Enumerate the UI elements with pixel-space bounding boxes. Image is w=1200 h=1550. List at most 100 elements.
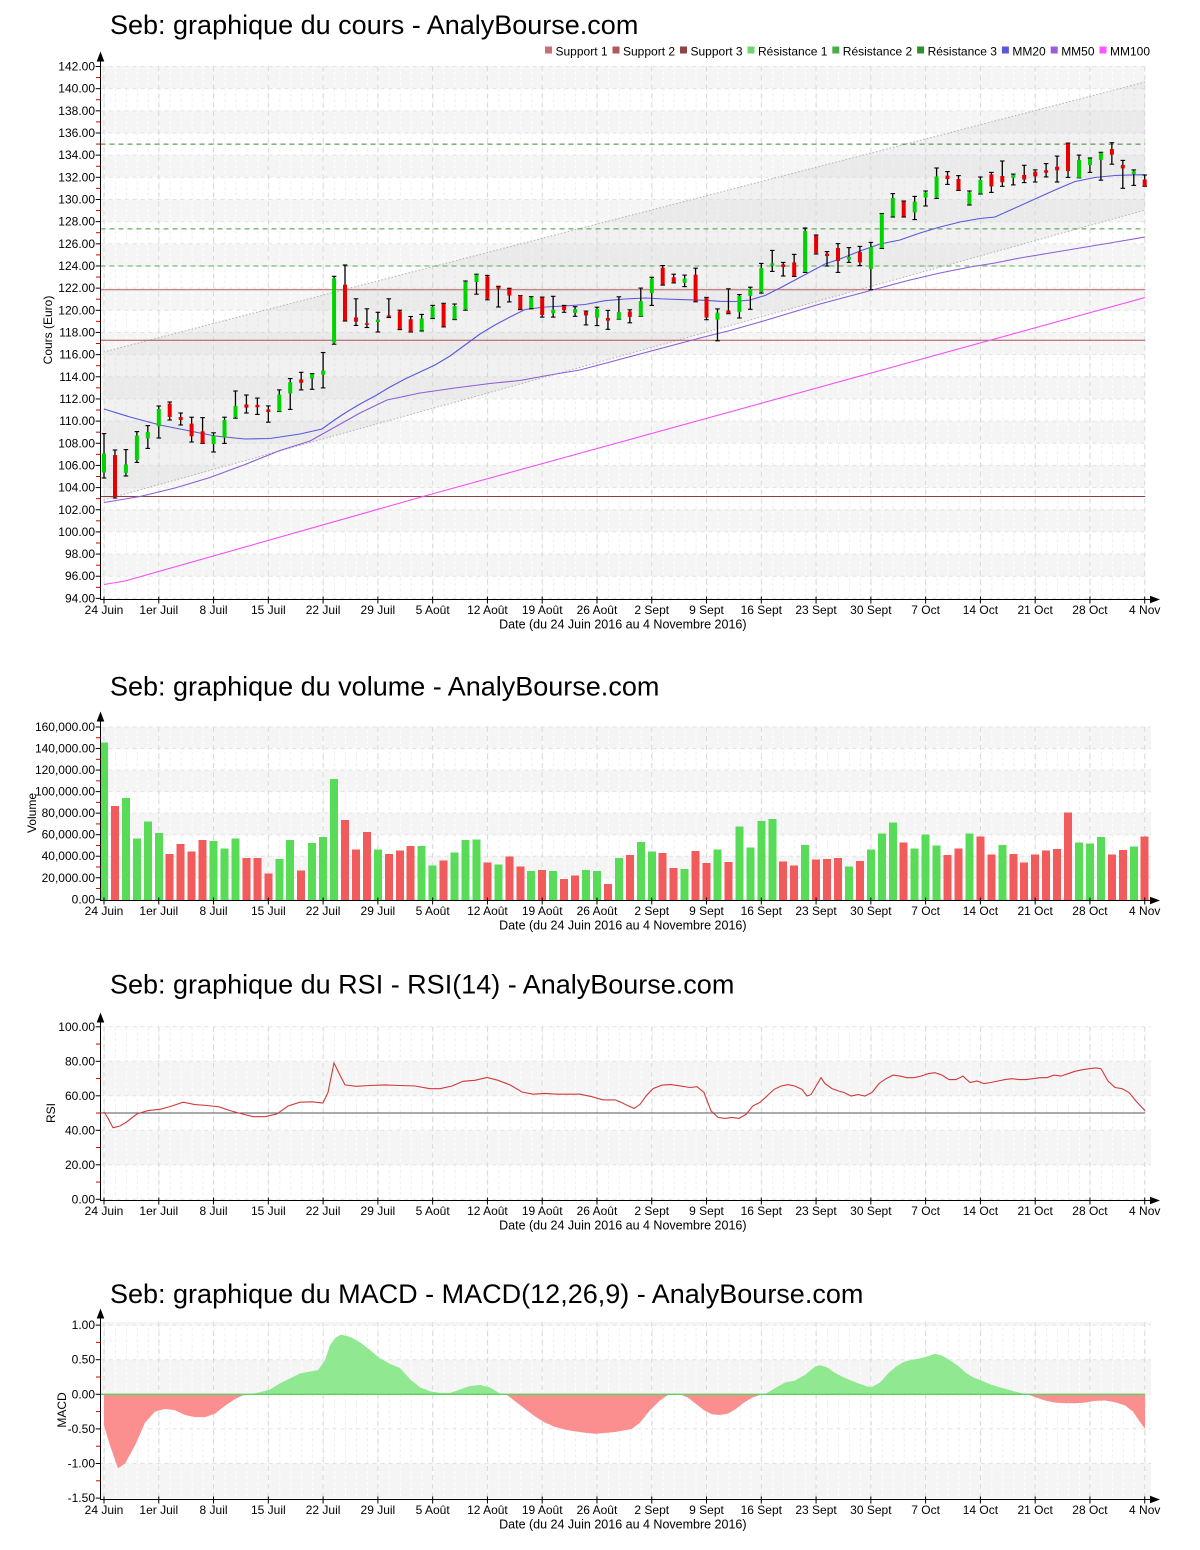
svg-text:160,000.00: 160,000.00 bbox=[35, 720, 95, 734]
svg-text:2 Sept: 2 Sept bbox=[634, 603, 669, 617]
svg-text:7 Oct: 7 Oct bbox=[911, 1503, 940, 1517]
svg-text:0.00: 0.00 bbox=[72, 1387, 96, 1401]
svg-text:24 Juin: 24 Juin bbox=[85, 1503, 124, 1517]
svg-text:140.00: 140.00 bbox=[58, 82, 95, 96]
svg-text:1er Juil: 1er Juil bbox=[139, 603, 178, 617]
svg-text:Volume: Volume bbox=[25, 793, 39, 833]
svg-text:136.00: 136.00 bbox=[58, 126, 95, 140]
svg-text:Seb: graphique du volume - Ana: Seb: graphique du volume - AnalyBourse.c… bbox=[110, 672, 659, 702]
svg-text:19 Août: 19 Août bbox=[522, 603, 563, 617]
svg-text:7 Oct: 7 Oct bbox=[911, 1204, 940, 1218]
svg-text:4 Nov: 4 Nov bbox=[1129, 904, 1160, 918]
svg-text:60,000.00: 60,000.00 bbox=[42, 828, 96, 842]
svg-text:23 Sept: 23 Sept bbox=[795, 1204, 837, 1218]
svg-text:22 Juil: 22 Juil bbox=[306, 1204, 341, 1218]
svg-text:40.00: 40.00 bbox=[65, 1123, 95, 1137]
svg-text:120,000.00: 120,000.00 bbox=[35, 763, 95, 777]
svg-text:134.00: 134.00 bbox=[58, 148, 95, 162]
svg-text:24 Juin: 24 Juin bbox=[85, 1204, 124, 1218]
svg-text:19 Août: 19 Août bbox=[522, 1204, 563, 1218]
svg-text:26 Août: 26 Août bbox=[577, 904, 618, 918]
svg-text:Résistance 2: Résistance 2 bbox=[843, 45, 913, 59]
svg-text:9 Sept: 9 Sept bbox=[689, 904, 724, 918]
svg-text:110.00: 110.00 bbox=[59, 414, 95, 428]
svg-text:80,000.00: 80,000.00 bbox=[42, 806, 96, 820]
svg-text:Seb: graphique du RSI - RSI(14: Seb: graphique du RSI - RSI(14) - AnalyB… bbox=[110, 970, 734, 1000]
svg-text:8 Juil: 8 Juil bbox=[200, 1204, 228, 1218]
svg-text:128.00: 128.00 bbox=[58, 215, 95, 229]
svg-text:5 Août: 5 Août bbox=[416, 1204, 451, 1218]
svg-text:120.00: 120.00 bbox=[58, 303, 95, 317]
svg-text:1er Juil: 1er Juil bbox=[139, 1503, 178, 1517]
svg-text:0.50: 0.50 bbox=[72, 1353, 96, 1367]
svg-text:2 Sept: 2 Sept bbox=[634, 1204, 669, 1218]
svg-text:4 Nov: 4 Nov bbox=[1129, 1503, 1160, 1517]
svg-text:12 Août: 12 Août bbox=[467, 904, 508, 918]
svg-text:1.00: 1.00 bbox=[72, 1318, 96, 1332]
svg-text:Date (du 24 Juin 2016 au 4 Nov: Date (du 24 Juin 2016 au 4 Novembre 2016… bbox=[499, 1219, 746, 1233]
svg-text:24 Juin: 24 Juin bbox=[85, 603, 124, 617]
svg-text:5 Août: 5 Août bbox=[416, 603, 451, 617]
svg-text:26 Août: 26 Août bbox=[577, 603, 618, 617]
svg-text:94.00: 94.00 bbox=[65, 591, 95, 605]
svg-text:15 Juil: 15 Juil bbox=[251, 904, 286, 918]
svg-text:Seb: graphique du MACD - MACD(: Seb: graphique du MACD - MACD(12,26,9) -… bbox=[110, 1279, 863, 1309]
svg-text:0.00: 0.00 bbox=[72, 1192, 96, 1206]
svg-text:12 Août: 12 Août bbox=[467, 603, 508, 617]
svg-text:16 Sept: 16 Sept bbox=[741, 603, 783, 617]
svg-text:29 Juil: 29 Juil bbox=[361, 904, 396, 918]
svg-text:132.00: 132.00 bbox=[58, 170, 95, 184]
svg-text:22 Juil: 22 Juil bbox=[306, 603, 341, 617]
svg-text:Support 3: Support 3 bbox=[691, 45, 743, 59]
svg-text:9 Sept: 9 Sept bbox=[689, 1204, 724, 1218]
svg-text:19 Août: 19 Août bbox=[522, 1503, 563, 1517]
svg-text:26 Août: 26 Août bbox=[577, 1204, 618, 1218]
svg-text:Résistance 1: Résistance 1 bbox=[758, 45, 828, 59]
svg-text:2 Sept: 2 Sept bbox=[634, 904, 669, 918]
svg-text:1er Juil: 1er Juil bbox=[139, 904, 178, 918]
svg-text:112.00: 112.00 bbox=[59, 392, 95, 406]
svg-text:29 Juil: 29 Juil bbox=[361, 1503, 396, 1517]
svg-text:29 Juil: 29 Juil bbox=[361, 1204, 396, 1218]
svg-text:14 Oct: 14 Oct bbox=[963, 1503, 999, 1517]
svg-text:124.00: 124.00 bbox=[58, 259, 95, 273]
svg-text:100.00: 100.00 bbox=[58, 525, 95, 539]
svg-text:16 Sept: 16 Sept bbox=[741, 1204, 783, 1218]
svg-text:140,000.00: 140,000.00 bbox=[35, 742, 95, 756]
svg-text:MACD: MACD bbox=[55, 1392, 69, 1428]
svg-text:28 Oct: 28 Oct bbox=[1072, 1204, 1108, 1218]
svg-text:20.00: 20.00 bbox=[65, 1158, 95, 1172]
svg-text:12 Août: 12 Août bbox=[467, 1204, 508, 1218]
svg-text:118.00: 118.00 bbox=[59, 325, 95, 339]
svg-text:126.00: 126.00 bbox=[58, 237, 95, 251]
svg-text:40,000.00: 40,000.00 bbox=[42, 849, 96, 863]
svg-text:19 Août: 19 Août bbox=[522, 904, 563, 918]
svg-text:23 Sept: 23 Sept bbox=[795, 603, 837, 617]
svg-text:60.00: 60.00 bbox=[65, 1089, 95, 1103]
svg-text:138.00: 138.00 bbox=[58, 104, 95, 118]
svg-text:14 Oct: 14 Oct bbox=[963, 1204, 999, 1218]
svg-text:21 Oct: 21 Oct bbox=[1017, 603, 1053, 617]
svg-text:30 Sept: 30 Sept bbox=[850, 1204, 892, 1218]
svg-text:26 Août: 26 Août bbox=[577, 1503, 618, 1517]
svg-text:29 Juil: 29 Juil bbox=[361, 603, 396, 617]
svg-text:100,000.00: 100,000.00 bbox=[35, 785, 95, 799]
svg-text:22 Juil: 22 Juil bbox=[306, 904, 341, 918]
svg-text:Résistance 3: Résistance 3 bbox=[928, 45, 998, 59]
svg-text:-0.50: -0.50 bbox=[68, 1422, 96, 1436]
svg-text:21 Oct: 21 Oct bbox=[1017, 904, 1053, 918]
svg-text:Date (du 24 Juin 2016 au 4 Nov: Date (du 24 Juin 2016 au 4 Novembre 2016… bbox=[499, 618, 746, 632]
svg-text:7 Oct: 7 Oct bbox=[911, 904, 940, 918]
svg-text:14 Oct: 14 Oct bbox=[963, 603, 999, 617]
svg-text:30 Sept: 30 Sept bbox=[850, 904, 892, 918]
svg-text:2 Sept: 2 Sept bbox=[634, 1503, 669, 1517]
svg-text:102.00: 102.00 bbox=[58, 503, 95, 517]
svg-text:8 Juil: 8 Juil bbox=[200, 904, 228, 918]
svg-text:MM20: MM20 bbox=[1012, 45, 1046, 59]
svg-text:28 Oct: 28 Oct bbox=[1072, 603, 1108, 617]
svg-text:15 Juil: 15 Juil bbox=[251, 1204, 286, 1218]
svg-text:130.00: 130.00 bbox=[58, 192, 95, 206]
svg-text:4 Nov: 4 Nov bbox=[1129, 603, 1160, 617]
svg-text:108.00: 108.00 bbox=[58, 436, 95, 450]
svg-text:5 Août: 5 Août bbox=[416, 1503, 451, 1517]
